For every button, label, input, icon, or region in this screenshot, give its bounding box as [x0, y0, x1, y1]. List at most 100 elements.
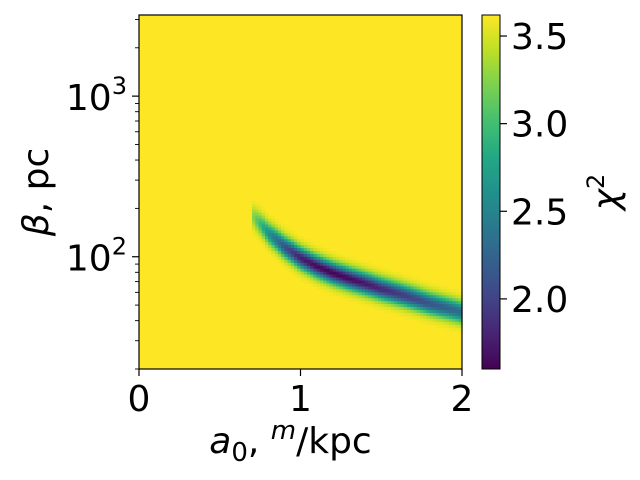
heatmap-cell: [416, 318, 421, 323]
heatmap-cell: [319, 262, 324, 267]
heatmap-cell: [271, 224, 276, 228]
heatmap-cell: [426, 310, 431, 314]
heatmap-cell: [261, 221, 266, 226]
heatmap-cell: [277, 259, 282, 264]
heatmap-cell: [394, 277, 398, 282]
heatmap-cell: [264, 212, 269, 217]
heatmap-cell: [432, 298, 437, 302]
heatmap-cell: [455, 301, 460, 305]
heatmap-cell: [310, 268, 315, 273]
heatmap-cell: [271, 233, 276, 237]
heatmap-cell: [365, 268, 369, 273]
heatmap-cell: [455, 310, 460, 314]
heatmap-cell: [384, 304, 389, 308]
heatmap-cell: [352, 286, 357, 290]
heatmap-cell: [323, 289, 327, 293]
heatmap-cell: [397, 310, 402, 314]
y-axis: 102 103: [66, 19, 139, 370]
y-tick-label: 103: [66, 72, 127, 119]
heatmap-cell: [445, 304, 450, 308]
heatmap-cell: [339, 274, 344, 279]
heatmap-cell: [426, 315, 431, 320]
heatmap-cell: [329, 289, 334, 293]
heatmap-cell: [345, 277, 350, 282]
heatmap-cell: [274, 248, 279, 252]
heatmap-cell: [410, 310, 415, 314]
heatmap-cell: [413, 277, 418, 282]
heatmap-cell: [264, 245, 269, 249]
heatmap-cell: [336, 289, 340, 293]
heatmap-cell: [316, 286, 321, 290]
heatmap-cell: [378, 295, 382, 299]
heatmap-cell: [423, 295, 428, 299]
heatmap-cell: [277, 248, 282, 252]
heatmap-cell: [423, 292, 428, 296]
heatmap-cell: [310, 253, 315, 258]
heatmap-cell: [281, 239, 285, 243]
heatmap-cell: [287, 242, 292, 246]
heatmap-cell: [352, 289, 357, 293]
heatmap-cell: [371, 271, 376, 276]
heatmap-cell: [410, 301, 415, 305]
heatmap-cell: [277, 253, 282, 258]
heatmap-cell: [281, 251, 285, 255]
heatmap-cell: [423, 315, 428, 320]
heatmap-cell: [258, 206, 263, 211]
heatmap-cell: [374, 289, 379, 293]
heatmap-cell: [381, 271, 386, 276]
heatmap-cell: [452, 312, 457, 317]
heatmap-cell: [326, 271, 331, 276]
heatmap-cell: [394, 310, 398, 314]
heatmap-cell: [310, 274, 315, 279]
heatmap-cell: [426, 292, 431, 296]
heatmap-cell: [407, 298, 411, 302]
heatmap-cell: [397, 307, 402, 311]
heatmap-cell: [358, 292, 363, 296]
heatmap-cell: [452, 301, 457, 305]
heatmap-cell: [264, 218, 269, 223]
heatmap-cell: [416, 292, 421, 296]
heatmap-cell: [400, 286, 405, 290]
heatmap-cell: [452, 307, 457, 311]
heatmap-cell: [403, 283, 408, 287]
heatmap-cell: [284, 248, 289, 252]
heatmap-cell: [458, 318, 463, 323]
heatmap-cell: [287, 259, 292, 264]
heatmap-cell: [439, 304, 444, 308]
heatmap-cell: [313, 277, 318, 282]
heatmap-cell: [368, 304, 373, 308]
heatmap-cell: [381, 292, 386, 296]
heatmap-cell: [329, 292, 334, 296]
heatmap-cell: [332, 253, 337, 258]
heatmap-cell: [426, 318, 431, 323]
heatmap-cell: [387, 292, 392, 296]
heatmap-cell: [458, 310, 463, 314]
heatmap-cell: [368, 289, 373, 293]
heatmap-cell: [397, 280, 402, 285]
colorbar-tick-label: 3.0: [511, 105, 568, 146]
heatmap-cell: [381, 298, 386, 302]
heatmap-cell: [429, 292, 434, 296]
heatmap-cell: [329, 251, 334, 255]
heatmap-cell: [332, 274, 337, 279]
heatmap-cell: [426, 312, 431, 317]
heatmap-cell: [339, 256, 344, 261]
heatmap-cell: [336, 274, 340, 279]
heatmap-cell: [365, 274, 369, 279]
heatmap-cell: [413, 304, 418, 308]
heatmap-cell: [348, 268, 353, 273]
heatmap-cell: [381, 295, 386, 299]
heatmap-cell: [381, 307, 386, 311]
heatmap-cell: [361, 298, 366, 302]
heatmap-cell: [387, 295, 392, 299]
heatmap-cell: [387, 268, 392, 273]
heatmap-cell: [271, 253, 276, 258]
heatmap-cell: [371, 295, 376, 299]
heatmap-cell: [361, 295, 366, 299]
heatmap-cell: [319, 277, 324, 282]
heatmap-cell: [336, 277, 340, 282]
heatmap-cell: [413, 301, 418, 305]
heatmap-cell: [458, 307, 463, 311]
heatmap-cell: [313, 251, 318, 255]
